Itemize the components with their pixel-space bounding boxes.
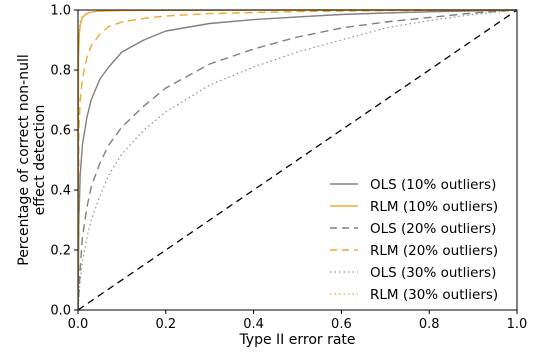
y-tick-label: 1.0 xyxy=(50,4,71,19)
legend-label-ols-10-outliers: OLS (10% outliers) xyxy=(370,177,496,193)
series-line-ols-10-outliers xyxy=(78,9,517,310)
y-axis-label-line-2: effect detection xyxy=(32,105,48,216)
x-tick-label: 0.2 xyxy=(155,317,176,332)
y-tick-label: 0.2 xyxy=(50,244,71,259)
x-tick-label: 0.4 xyxy=(243,317,264,332)
y-tick-label: 0.4 xyxy=(50,184,71,199)
x-tick-label: 0.0 xyxy=(68,317,89,332)
legend-label-rlm-30-outliers: RLM (30% outliers) xyxy=(370,287,498,303)
x-axis-label: Type II error rate xyxy=(238,332,355,348)
x-tick-label: 1.0 xyxy=(507,317,528,332)
legend-label-rlm-20-outliers: RLM (20% outliers) xyxy=(370,243,498,259)
series-line-ols-30-outliers xyxy=(78,9,517,310)
legend-label-ols-30-outliers: OLS (30% outliers) xyxy=(370,265,496,281)
x-tick-label: 0.8 xyxy=(419,317,440,332)
y-tick-label: 0.0 xyxy=(50,304,71,319)
y-axis-label-line-1: Percentage of correct non-null xyxy=(16,54,32,266)
reference-diagonal-line xyxy=(78,9,517,310)
y-tick-label: 0.6 xyxy=(50,124,71,139)
series-line-ols-20-outliers xyxy=(78,9,517,310)
legend-label-ols-20-outliers: OLS (20% outliers) xyxy=(370,221,496,237)
series-line-rlm-20-outliers xyxy=(78,9,517,310)
x-tick-label: 0.6 xyxy=(331,317,352,332)
legend-label-rlm-10-outliers: RLM (10% outliers) xyxy=(370,199,498,215)
axes-frame xyxy=(77,9,518,311)
y-tick-label: 0.8 xyxy=(50,64,71,79)
